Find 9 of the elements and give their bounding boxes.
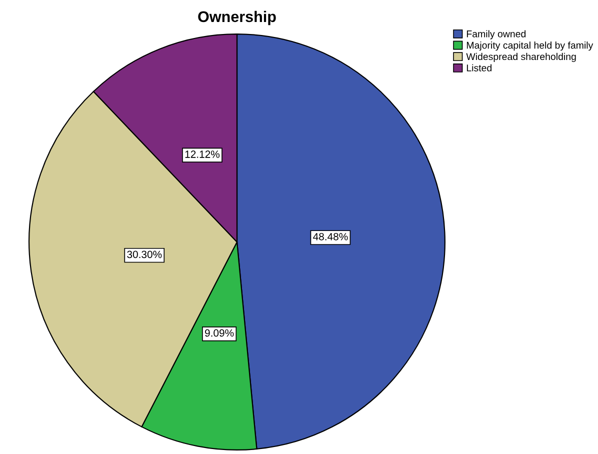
chart-title: Ownership — [198, 10, 276, 26]
legend-label: Family owned — [466, 30, 526, 40]
data-label: 30.30% — [127, 250, 162, 258]
data-label: 48.48% — [313, 232, 348, 240]
data-label: 9.09% — [205, 329, 234, 337]
data-label: 12.12% — [185, 150, 220, 158]
legend-label: Majority capital held by family — [466, 42, 594, 51]
legend-label: Widespread shareholding — [466, 52, 576, 62]
legend-label: Listed — [466, 64, 492, 72]
